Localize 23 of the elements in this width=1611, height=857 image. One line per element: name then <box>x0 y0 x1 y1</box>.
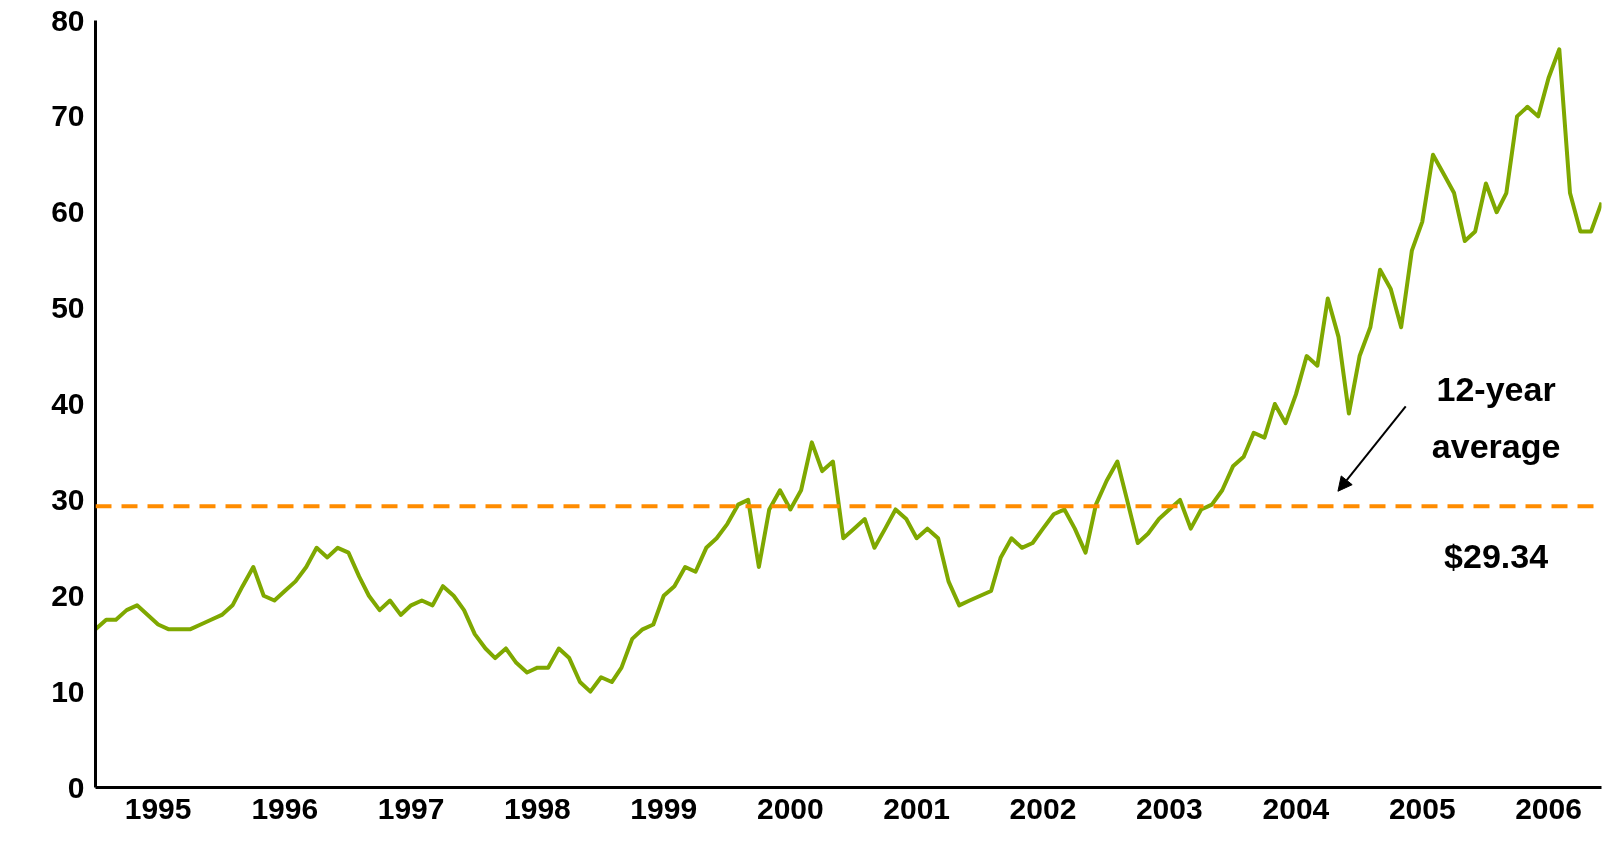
x-tick-label: 1997 <box>377 791 445 825</box>
x-tick-label: 1998 <box>504 791 571 825</box>
x-tick-label: 1996 <box>251 791 319 825</box>
x-tick-label: 2000 <box>756 791 824 825</box>
x-tick-label: 2006 <box>1515 791 1582 825</box>
y-tick-label: 20 <box>51 578 85 612</box>
y-tick-label: 10 <box>51 674 85 708</box>
y-tick-label: 60 <box>51 195 85 229</box>
y-tick-label: 0 <box>67 770 85 804</box>
line-series <box>95 47 1602 694</box>
y-tick-label: 50 <box>51 291 85 325</box>
x-tick-label: 1995 <box>124 791 192 825</box>
text: 12-year average $29.34 <box>1431 370 1561 576</box>
y-tick-label: 70 <box>51 99 85 133</box>
x-tick-label: 2004 <box>1262 791 1330 825</box>
x-tick-label: 2001 <box>883 791 951 825</box>
x-tick-label: 2003 <box>1135 791 1203 825</box>
x-tick-label: 2005 <box>1388 791 1456 825</box>
y-tick-label: 80 <box>51 3 85 37</box>
x-tick-label: 1999 <box>630 791 698 825</box>
x-tick-label: 2002 <box>1009 791 1077 825</box>
y-tick-label: 30 <box>51 482 85 516</box>
y-tick-label: 40 <box>51 387 85 420</box>
